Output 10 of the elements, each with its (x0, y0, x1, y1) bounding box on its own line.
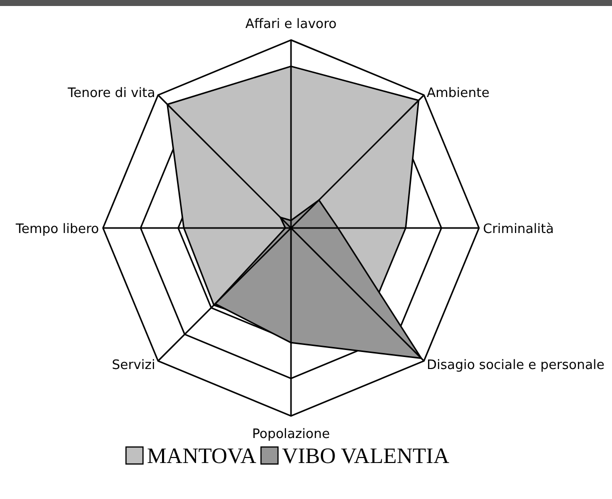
spoke-label: Affari e lavoro (245, 17, 337, 32)
spoke-label: Disagio sociale e personale (426, 358, 605, 373)
spoke-label: Popolazione (252, 427, 330, 442)
spoke-label: Criminalità (483, 222, 554, 237)
legend-label: VIBO VALENTIA (282, 443, 450, 468)
spoke-label: Servizi (112, 358, 156, 373)
legend-label: MANTOVA (147, 443, 256, 468)
spoke-label: Tenore di vita (66, 86, 156, 102)
spoke-label: Ambiente (426, 86, 490, 102)
spoke-label: Tempo libero (14, 222, 100, 237)
